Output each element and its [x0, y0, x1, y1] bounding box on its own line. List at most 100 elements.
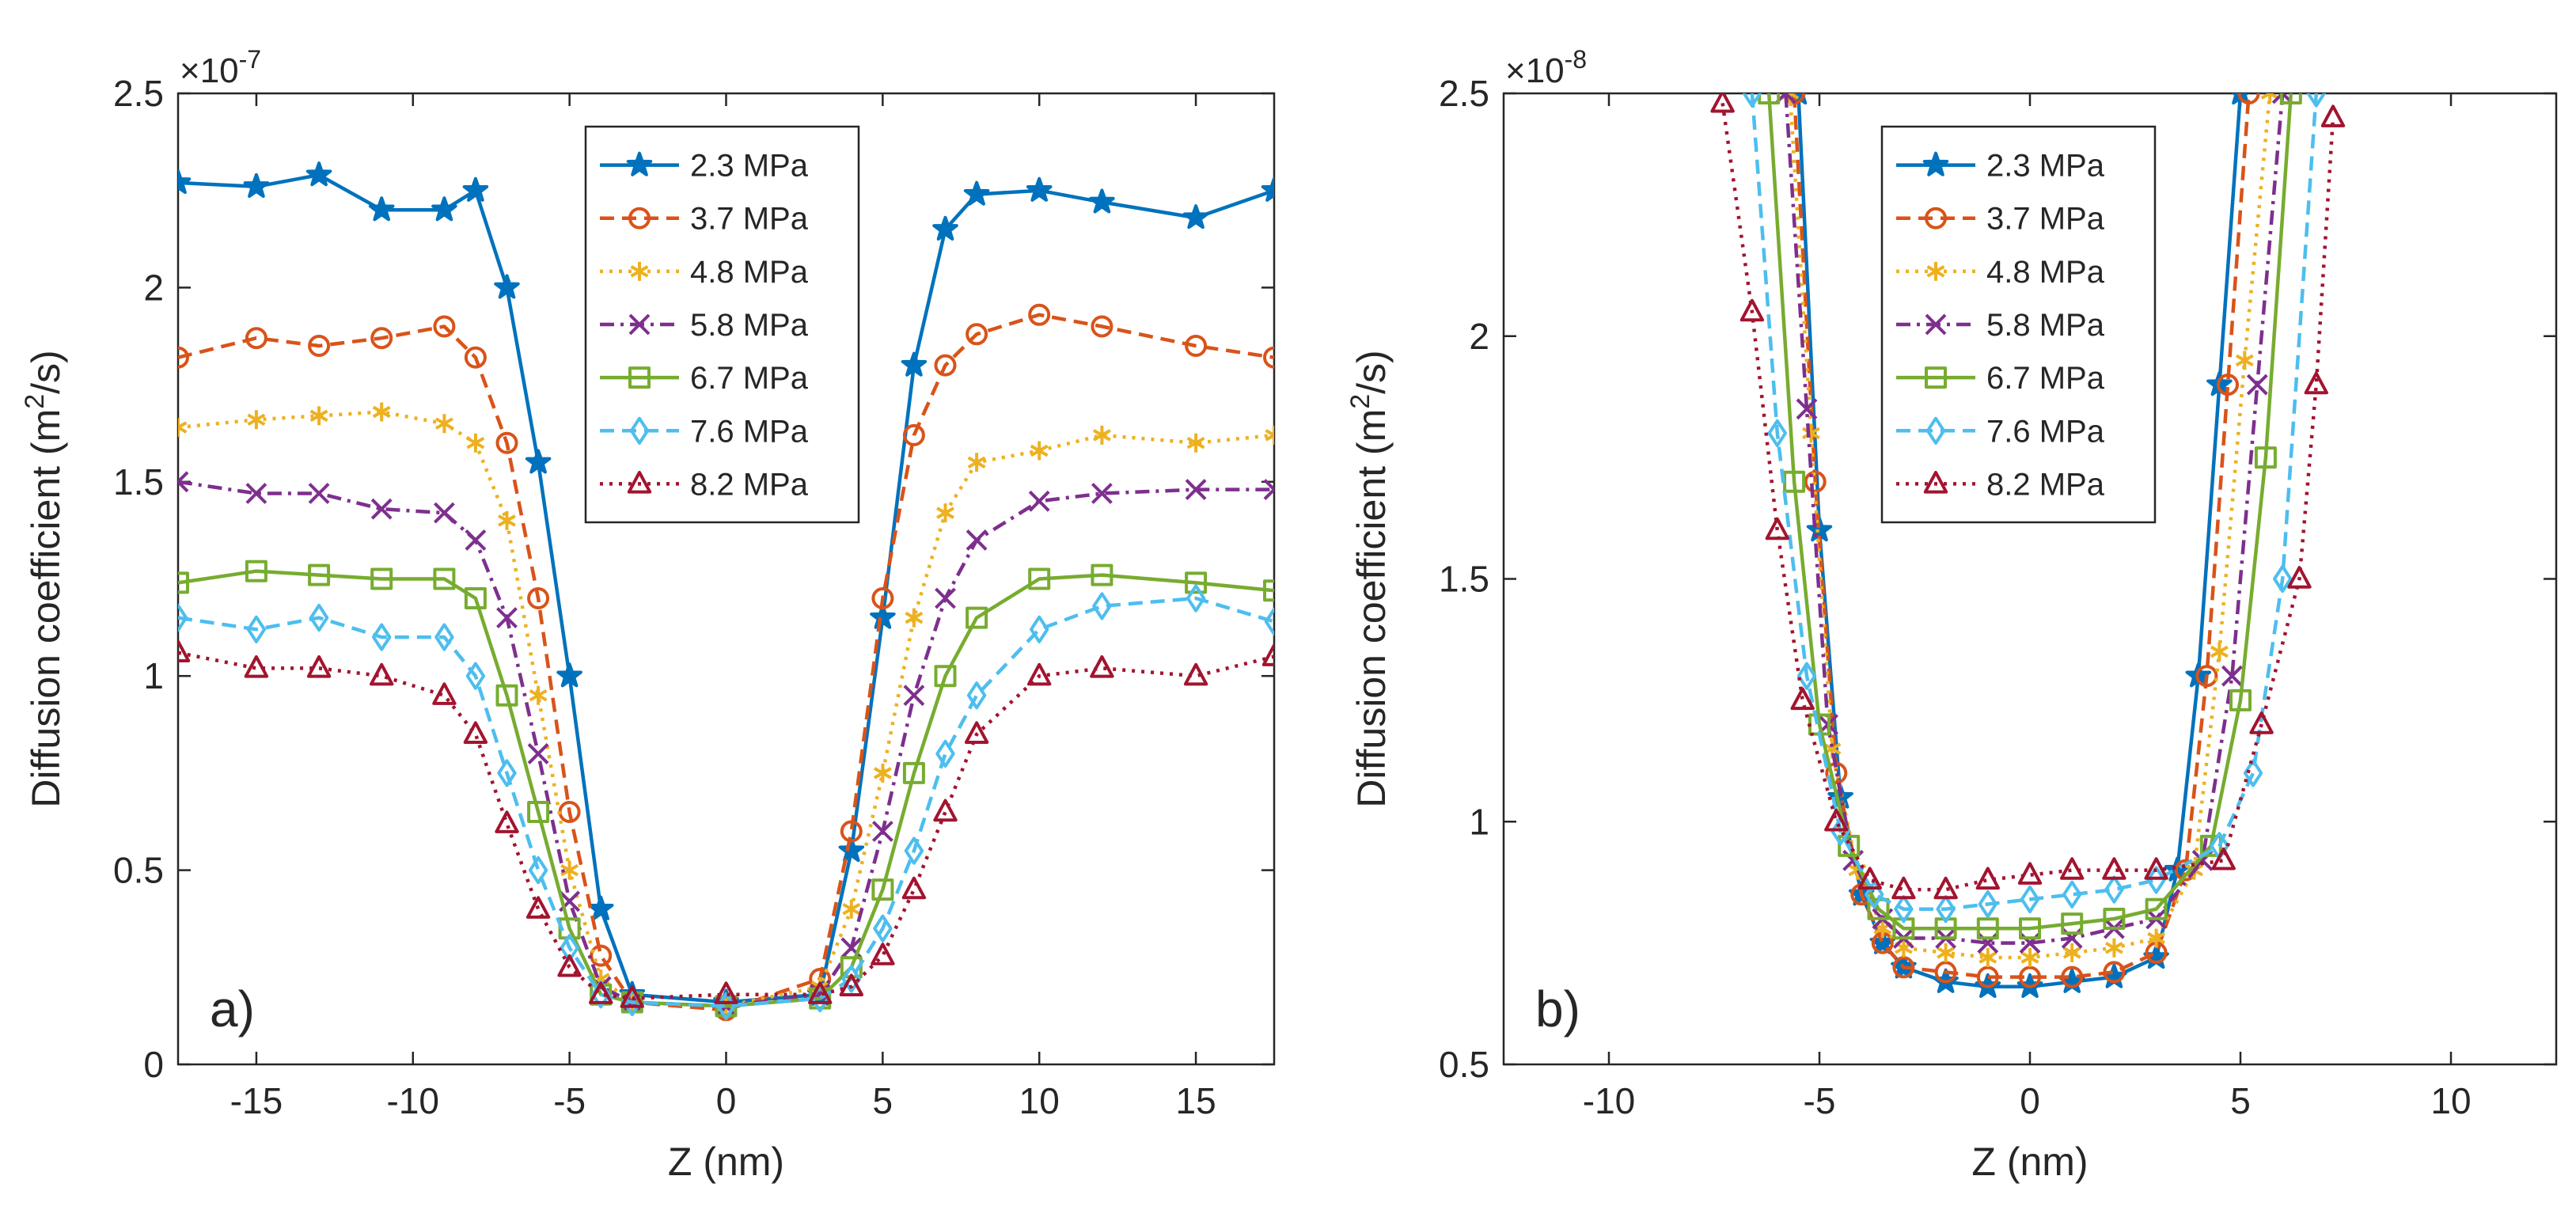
- data-point-marker: [2210, 642, 2229, 662]
- data-point-marker: [1871, 931, 1894, 954]
- legend-entry-label: 3.7 MPa: [1986, 202, 2105, 237]
- legend-marker: [628, 313, 651, 336]
- data-point-marker: [372, 623, 392, 651]
- data-point-marker: [1783, 470, 1806, 493]
- data-point-marker: [462, 176, 489, 202]
- data-point-marker: [2246, 374, 2268, 396]
- legend-marker: [1923, 471, 1948, 494]
- legend-marker: [1925, 366, 1947, 389]
- data-point-marker: [178, 603, 188, 632]
- y-axis-label-sup: 2: [20, 394, 50, 409]
- data-point-marker: [1808, 713, 1831, 736]
- data-point-marker: [1933, 876, 1958, 900]
- data-point-marker: [1090, 655, 1114, 678]
- data-point-marker: [245, 559, 267, 582]
- data-point-marker: [247, 410, 266, 430]
- x-tick-label: -10: [387, 1080, 439, 1121]
- y-exponent-label: ×10-7: [180, 45, 261, 90]
- data-point-marker: [1092, 592, 1112, 620]
- data-point-marker: [556, 662, 582, 688]
- data-point-marker: [1026, 662, 1052, 686]
- data-point-marker: [1028, 567, 1051, 590]
- data-point-marker: [245, 483, 267, 504]
- data-point-marker: [1894, 895, 1914, 924]
- legend-entry-label: 6.7 MPa: [690, 361, 809, 396]
- data-point-marker: [967, 453, 986, 472]
- data-point-marker: [527, 742, 549, 764]
- data-point-marker: [2104, 875, 2124, 904]
- panel-a: -15 -10 -5 0 5 10 15 0 0.5 1 1.5 2 2.5 ×10-7 Z (nm) Dif…: [20, 45, 1276, 1184]
- data-point-marker: [433, 567, 456, 590]
- series-line-5-8-MPa: [1784, 93, 2285, 945]
- y-tick-label: 1: [143, 655, 164, 696]
- data-point-marker: [1937, 943, 1956, 962]
- data-point-marker: [496, 607, 518, 629]
- legend-entry-label: 4.8 MPa: [690, 255, 809, 290]
- data-point-marker: [1186, 584, 1206, 613]
- data-point-marker: [1028, 303, 1051, 326]
- data-point-marker: [905, 608, 924, 628]
- legend-marker: [1925, 416, 1946, 445]
- data-point-marker: [370, 498, 393, 520]
- data-point-marker: [842, 899, 861, 919]
- data-point-marker: [1183, 662, 1208, 686]
- data-point-marker: [246, 615, 267, 643]
- y-tick-label: 2: [143, 267, 164, 308]
- data-point-marker: [370, 567, 393, 590]
- data-point-marker: [244, 655, 269, 678]
- data-point-marker: [528, 855, 548, 885]
- data-point-marker: [433, 502, 455, 524]
- series-line-7-6-MPa: [1750, 93, 2319, 911]
- series-line-4-8-MPa: [1788, 93, 2272, 960]
- x-tick-label: 15: [1175, 1080, 1216, 1121]
- data-point-marker: [1975, 867, 2001, 890]
- legend-marker: [630, 261, 649, 281]
- data-point-marker: [527, 587, 550, 609]
- y-axis-label-main: Diffusion coefficient (m: [24, 409, 68, 808]
- legend-marker: [1922, 151, 1949, 176]
- panel-label: a): [210, 981, 255, 1037]
- data-point-marker: [1026, 176, 1053, 202]
- data-point-marker: [2211, 847, 2236, 871]
- data-point-marker: [590, 944, 613, 967]
- legend-marker: [628, 207, 651, 229]
- data-point-marker: [1091, 315, 1113, 338]
- data-point-marker: [1091, 563, 1113, 586]
- data-point-marker: [2260, 93, 2279, 103]
- x-tick-label: 10: [2430, 1080, 2471, 1121]
- data-point-marker: [2144, 857, 2168, 880]
- data-point-marker: [587, 895, 614, 920]
- data-point-marker: [1864, 880, 1884, 908]
- panel-label: b): [1535, 981, 1580, 1037]
- x-axis-label: Z (nm): [668, 1140, 784, 1184]
- data-point-marker: [904, 836, 924, 865]
- x-tick-label: 5: [2230, 1080, 2251, 1121]
- data-point-marker: [368, 196, 395, 222]
- data-point-marker: [841, 965, 862, 993]
- data-point-marker: [871, 878, 894, 901]
- x-tick-label: 10: [1019, 1080, 1060, 1121]
- data-point-marker: [873, 763, 892, 783]
- y-tick-label: 1.5: [1439, 559, 1489, 600]
- y-tick-label: 0: [143, 1044, 164, 1085]
- data-point-marker: [2229, 688, 2252, 711]
- y-exponent-power: -7: [239, 45, 261, 74]
- data-point-marker: [902, 761, 925, 784]
- data-point-marker: [434, 414, 453, 434]
- data-point-marker: [714, 981, 738, 1004]
- data-point-marker: [529, 685, 548, 705]
- data-point-marker: [1261, 643, 1274, 666]
- data-point-marker: [558, 917, 581, 940]
- data-point-marker: [560, 860, 579, 880]
- legend-marker: [1925, 313, 1947, 336]
- data-point-marker: [1185, 479, 1207, 501]
- legend-entry-label: 2.3 MPa: [1986, 149, 2105, 184]
- data-point-marker: [966, 681, 987, 710]
- data-point-marker: [527, 801, 550, 823]
- series-line-8-2-MPa: [178, 651, 1274, 1000]
- series-line-7-6-MPa: [178, 596, 1274, 1008]
- data-point-marker: [1263, 479, 1274, 501]
- x-tick-label: -15: [230, 1080, 283, 1121]
- data-point-marker: [2059, 857, 2085, 880]
